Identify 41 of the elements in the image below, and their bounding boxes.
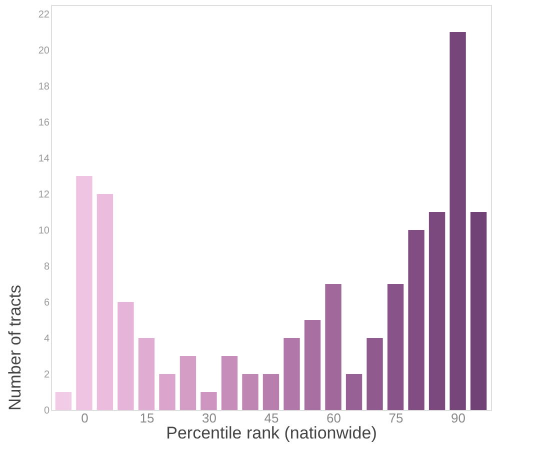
bar	[428, 212, 446, 410]
bar	[450, 32, 466, 410]
bar	[242, 374, 258, 410]
bar	[284, 338, 300, 410]
y-tick-label: 14	[38, 154, 50, 164]
x-tick-label: 75	[388, 410, 404, 426]
x-tick-label: 45	[264, 410, 279, 426]
bar	[221, 356, 238, 410]
y-tick-label: 18	[38, 82, 50, 92]
bar	[262, 374, 280, 410]
x-tick-label: 30	[202, 410, 216, 426]
bar	[346, 374, 362, 410]
y-tick-label: 12	[38, 190, 50, 200]
bar	[118, 302, 134, 410]
y-tick-label: 16	[38, 118, 50, 128]
bar	[470, 212, 487, 410]
y-axis-title: Number of tracts	[5, 284, 24, 410]
x-axis-title: Percentile rank (nationwide)	[166, 424, 377, 442]
bar	[387, 284, 404, 410]
bar	[96, 194, 114, 410]
y-tick-label: 4	[44, 334, 50, 344]
y-tick-label: 20	[38, 46, 50, 56]
x-tick-label: 90	[451, 410, 466, 426]
x-tick-label: 15	[140, 410, 154, 426]
y-tick-label: 6	[44, 298, 50, 308]
x-tick-label: 60	[326, 410, 341, 426]
bar	[304, 320, 321, 410]
bar	[180, 356, 196, 410]
bar	[325, 284, 342, 410]
y-tick-label: 22	[38, 10, 50, 20]
bar	[200, 392, 217, 410]
bar	[366, 338, 383, 410]
bar	[159, 374, 176, 410]
y-tick-label: 8	[44, 262, 50, 272]
bar	[138, 338, 155, 410]
y-tick-label: 10	[38, 226, 50, 236]
bar	[76, 176, 92, 410]
bar	[408, 230, 424, 410]
y-tick-label: 2	[44, 370, 50, 380]
x-tick-label: 0	[81, 410, 88, 426]
bar	[55, 392, 72, 410]
